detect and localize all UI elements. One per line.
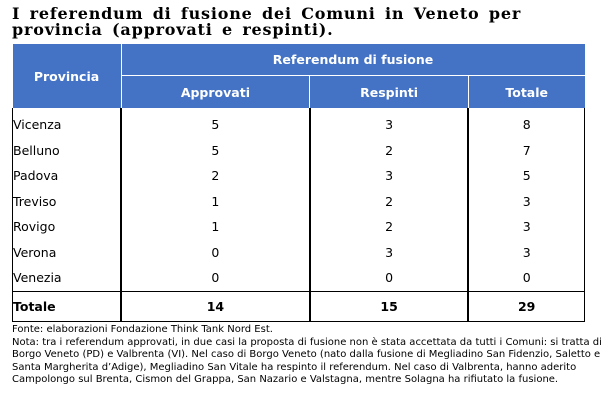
cell-provincia: Rovigo — [12, 214, 121, 240]
cell-respinti: 3 — [308, 163, 469, 189]
header-respinti: Respinti — [309, 75, 469, 108]
table-row: Verona 0 3 3 — [12, 239, 586, 265]
total-row: Totale 14 15 29 — [12, 290, 586, 322]
header-provincia: Provincia — [12, 44, 121, 108]
cell-totale: 7 — [467, 137, 586, 163]
cell-respinti: 2 — [308, 137, 469, 163]
table-row: Vicenza 5 3 8 — [12, 108, 586, 138]
table-body: Vicenza 5 3 8 Belluno 5 2 7 Padova 2 3 5… — [12, 108, 586, 322]
cell-provincia: Padova — [12, 163, 121, 189]
source-note: Fonte: elaborazioni Fondazione Think Tan… — [12, 324, 273, 335]
cell-approvati: 1 — [120, 188, 310, 214]
cell-respinti: 2 — [308, 214, 469, 240]
table-row: Treviso 1 2 3 — [12, 188, 586, 214]
cell-approvati: 5 — [120, 137, 310, 163]
cell-provincia: Verona — [12, 239, 121, 265]
cell-respinti: 3 — [308, 108, 469, 138]
cell-provincia: Vicenza — [12, 108, 121, 138]
cell-totale: 3 — [467, 214, 586, 240]
total-respinti: 15 — [308, 290, 469, 322]
table-row: Padova 2 3 5 — [12, 163, 586, 189]
cell-approvati: 0 — [120, 239, 310, 265]
cell-provincia: Belluno — [12, 137, 121, 163]
cell-respinti: 0 — [308, 265, 469, 291]
table-row: Venezia 0 0 0 — [12, 265, 586, 291]
cell-approvati: 1 — [120, 214, 310, 240]
header-approvati: Approvati — [120, 75, 310, 108]
cell-approvati: 2 — [120, 163, 310, 189]
cell-totale: 3 — [467, 188, 586, 214]
footnotes: Fonte: elaborazioni Fondazione Think Tan… — [12, 324, 609, 387]
total-label: Totale — [12, 290, 121, 322]
cell-totale: 8 — [467, 108, 586, 138]
cell-totale: 3 — [467, 239, 586, 265]
header-referendum-group: Referendum di fusione — [120, 44, 585, 76]
explanatory-note: Nota: tra i referendum approvati, in due… — [12, 336, 602, 386]
cell-approvati: 0 — [120, 265, 310, 291]
header-totale: Totale — [467, 75, 585, 108]
total-approvati: 14 — [120, 290, 310, 322]
cell-respinti: 2 — [308, 188, 469, 214]
table-row: Belluno 5 2 7 — [12, 137, 586, 163]
cell-totale: 5 — [467, 163, 586, 189]
table-row: Rovigo 1 2 3 — [12, 214, 586, 240]
cell-totale: 0 — [467, 265, 586, 291]
cell-approvati: 5 — [120, 108, 310, 138]
cell-provincia: Treviso — [12, 188, 121, 214]
table-title: I referendum di fusione dei Comuni in Ve… — [12, 4, 522, 39]
cell-provincia: Venezia — [12, 265, 121, 291]
total-totale: 29 — [467, 290, 586, 322]
cell-respinti: 3 — [308, 239, 469, 265]
referendum-table: Provincia Referendum di fusione Approvat… — [12, 44, 586, 322]
